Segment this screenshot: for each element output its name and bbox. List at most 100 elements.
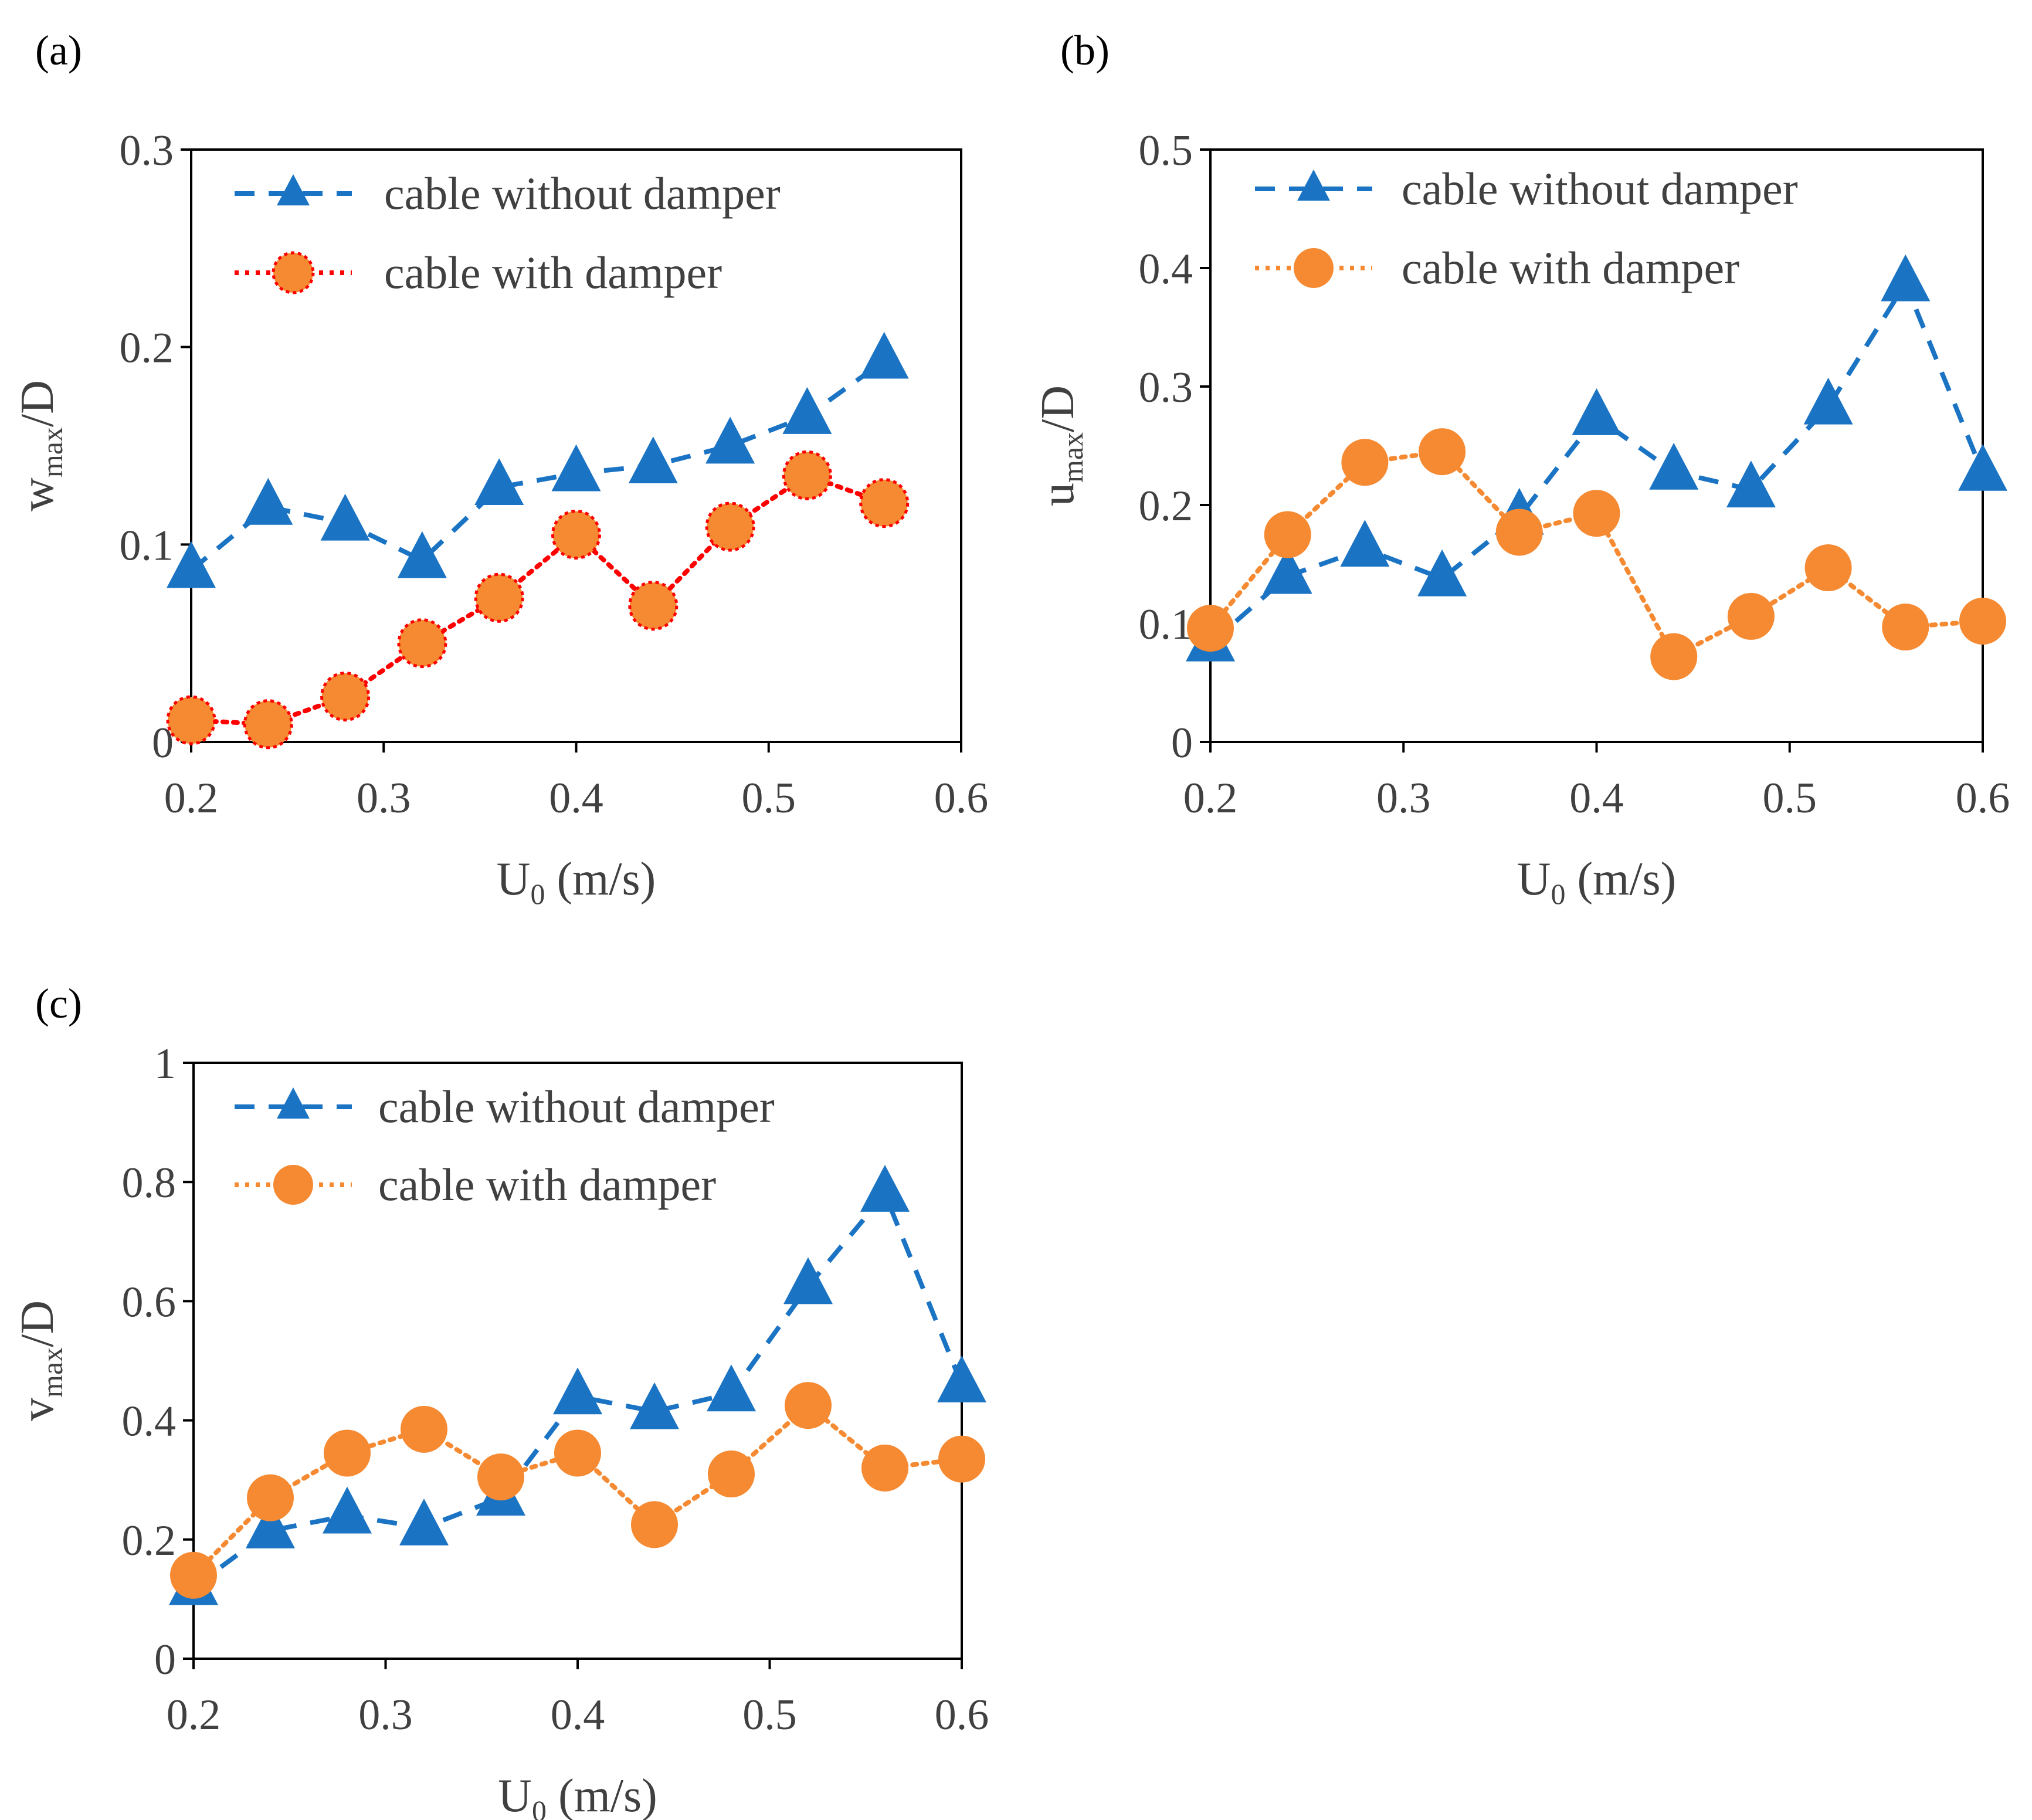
- data-point-circle: [1187, 605, 1234, 652]
- series-line: [1209, 278, 1985, 646]
- x-tick-label: 0.6: [934, 774, 989, 822]
- series-line: [1208, 449, 1985, 660]
- data-point-triangle: [860, 1165, 910, 1212]
- y-tick-label: 0.2: [120, 324, 174, 372]
- data-point-circle: [243, 699, 293, 750]
- data-point-circle: [785, 1382, 832, 1429]
- data-point-triangle: [246, 1502, 295, 1548]
- y-tick-label: 0.2: [1139, 482, 1193, 530]
- legend-label: cable without damper: [384, 168, 781, 219]
- data-point-triangle: [399, 1499, 449, 1546]
- x-tick-label: 0.2: [1183, 774, 1238, 822]
- legend-marker-circle: [273, 1165, 313, 1205]
- x-tick-label: 0.5: [1763, 774, 1817, 822]
- y-axis-label-main: u: [1032, 483, 1084, 506]
- data-point-circle: [324, 1429, 371, 1477]
- legend-label: cable without damper: [1402, 163, 1798, 214]
- y-axis-label-rest: /D: [12, 1300, 63, 1347]
- data-point-triangle: [474, 458, 524, 506]
- x-axis-label: U0 (m/s): [497, 853, 656, 910]
- data-point-circle: [170, 1551, 217, 1599]
- x-axis-label-sub: 0: [530, 877, 545, 910]
- legend-marker-circle: [1294, 248, 1334, 288]
- legend-marker-triangle: [1297, 170, 1330, 201]
- legend-marker-triangle: [277, 174, 310, 206]
- y-tick-label: 0.1: [1139, 601, 1193, 649]
- legend: cable without damper cable with damper: [1255, 163, 1798, 293]
- data-point-triangle: [1881, 254, 1931, 301]
- y-axis-label: wmax/D: [12, 380, 69, 511]
- y-axis-label-sub: max: [1056, 432, 1089, 483]
- data-point-triangle: [1958, 443, 2007, 491]
- y-tick-label: 0.1: [120, 521, 174, 570]
- data-point-triangle: [323, 1486, 372, 1534]
- series-with-damper: [166, 450, 910, 750]
- x-axis-label-main: U: [498, 1770, 532, 1820]
- data-point-triangle: [937, 1355, 986, 1402]
- legend-marker-triangle: [277, 1087, 310, 1119]
- data-point-triangle: [630, 1382, 679, 1429]
- x-tick-label: 0.6: [935, 1691, 989, 1739]
- legend-marker-circle: [272, 251, 315, 294]
- x-axis-label: U0 (m/s): [498, 1770, 657, 1820]
- data-point-triangle: [397, 531, 447, 578]
- data-point-triangle: [167, 541, 216, 588]
- y-axis-label-rest: /D: [12, 380, 63, 427]
- data-point-circle: [1727, 592, 1775, 640]
- data-point-circle: [859, 478, 910, 528]
- x-axis-label: U0 (m/s): [1517, 853, 1677, 910]
- data-point-triangle: [628, 436, 678, 483]
- data-point-circle: [320, 672, 371, 722]
- x-tick-label: 0.4: [549, 774, 603, 822]
- data-point-circle: [1264, 511, 1311, 558]
- data-point-circle: [397, 618, 447, 669]
- x-axis-label-sub: 0: [532, 1794, 547, 1820]
- x-axis-label-rest: (m/s): [547, 1770, 657, 1820]
- plot-frame: [1209, 148, 1984, 743]
- data-point-triangle: [551, 444, 601, 492]
- panel-label: (a): [35, 27, 82, 74]
- data-point-triangle: [1340, 520, 1390, 567]
- series-without-damper: [169, 1165, 986, 1605]
- data-point-triangle: [783, 1257, 833, 1304]
- y-axis-label: vmax/D: [12, 1300, 69, 1421]
- data-point-circle: [554, 1429, 601, 1477]
- panel-label: (b): [1060, 27, 1110, 74]
- data-point-circle: [166, 695, 216, 745]
- y-tick-label: 0.4: [122, 1398, 177, 1446]
- data-point-circle: [938, 1435, 985, 1483]
- data-point-triangle: [707, 1364, 756, 1412]
- data-point-triangle: [243, 477, 293, 525]
- data-point-circle: [1495, 509, 1543, 556]
- series-line: [189, 473, 887, 727]
- data-point-circle: [1419, 428, 1466, 476]
- data-point-circle: [1959, 597, 2006, 645]
- y-tick-label: 0.3: [120, 127, 174, 175]
- data-point-triangle: [553, 1367, 602, 1415]
- data-point-triangle: [320, 493, 370, 541]
- series-without-damper: [167, 331, 909, 588]
- data-point-triangle: [1726, 460, 1776, 508]
- y-tick-label: 0.5: [1139, 127, 1193, 175]
- x-tick-label: 0.2: [167, 1691, 221, 1739]
- data-point-triangle: [1572, 388, 1621, 435]
- data-point-circle: [628, 581, 679, 631]
- data-point-circle: [631, 1501, 678, 1548]
- legend-label: cable with damper: [1402, 242, 1739, 293]
- data-point-circle: [1341, 439, 1389, 486]
- data-point-triangle: [1649, 442, 1699, 490]
- y-tick-label: 0: [1171, 719, 1193, 767]
- x-tick-label: 0.5: [742, 1691, 797, 1739]
- data-point-triangle: [1417, 549, 1467, 597]
- y-tick-label: 0.3: [1139, 364, 1193, 412]
- y-axis-label-rest: /D: [1032, 385, 1084, 432]
- y-axis-label: umax/D: [1032, 385, 1089, 506]
- y-tick-label: 0: [154, 1636, 176, 1684]
- data-point-circle: [1882, 604, 1929, 651]
- data-point-circle: [477, 1453, 524, 1501]
- x-axis-label-sub: 0: [1551, 877, 1565, 910]
- series-with-damper: [1187, 428, 2006, 680]
- legend-label: cable with damper: [378, 1159, 716, 1210]
